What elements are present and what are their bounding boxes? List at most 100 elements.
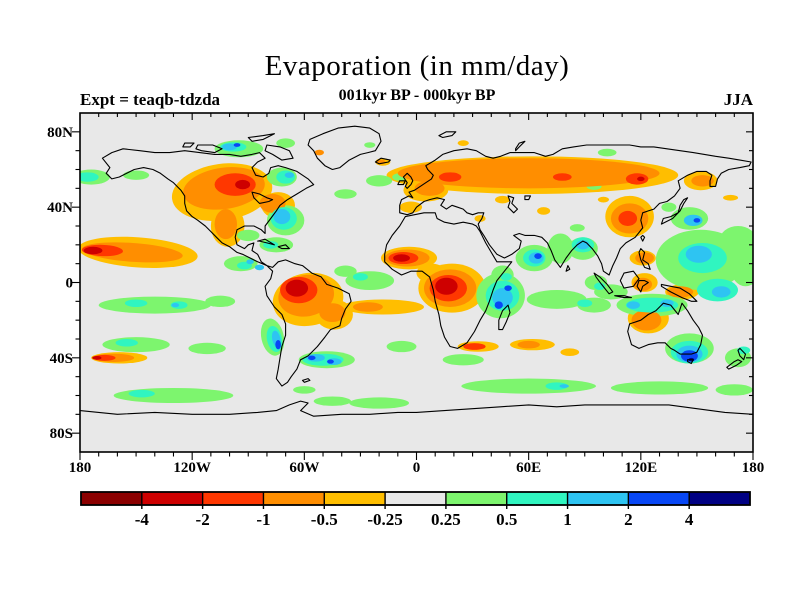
anomaly-region xyxy=(319,303,346,323)
anomaly-region xyxy=(442,354,484,366)
colorbar-tick-label: 0.5 xyxy=(496,510,517,529)
coastline xyxy=(257,238,275,246)
coastline xyxy=(687,359,694,365)
anomaly-region xyxy=(235,179,251,190)
anomaly-region xyxy=(685,245,712,263)
coastline xyxy=(565,265,571,272)
colorbar-outline xyxy=(80,491,751,506)
anomaly-region xyxy=(526,290,587,309)
anomaly-region xyxy=(457,140,469,146)
anomaly-region xyxy=(495,195,510,204)
anomaly-region xyxy=(711,286,731,298)
x-axis-label: 60E xyxy=(516,460,541,476)
anomaly-region xyxy=(594,282,606,291)
anomaly-region xyxy=(537,207,551,215)
coastline xyxy=(438,131,457,139)
y-axis-label: 40S xyxy=(50,351,73,367)
anomaly-region xyxy=(552,173,572,181)
anomaly-region xyxy=(246,259,254,265)
colorbar: -4 -2 -1 -0.5 -0.25 0.25 0.5 1 2 4 xyxy=(80,491,751,529)
colorbar-segment xyxy=(689,492,750,505)
anomaly-region xyxy=(517,340,540,349)
y-axis-label: 0 xyxy=(66,276,74,292)
coastline xyxy=(515,140,526,152)
anomaly-region xyxy=(534,253,542,259)
anomaly-region xyxy=(171,303,180,308)
colorbar-tick-label: -0.25 xyxy=(367,510,402,529)
chart-title: Evaporation (in mm/day) xyxy=(264,50,570,82)
anomaly-region xyxy=(463,343,486,350)
coastline xyxy=(498,304,511,331)
season-label: JJA xyxy=(723,90,753,109)
anomaly-region xyxy=(637,176,645,182)
anomaly-region xyxy=(633,277,653,291)
anomaly-region xyxy=(222,143,238,151)
colorbar-tick-label: 4 xyxy=(685,510,694,529)
colorbar-segment xyxy=(81,492,142,505)
anomaly-region xyxy=(276,138,295,148)
coastline xyxy=(614,295,633,299)
anomaly-region xyxy=(352,302,383,312)
coastline-antarctica xyxy=(80,400,753,417)
anomaly-region xyxy=(683,214,703,227)
anomaly-region xyxy=(188,342,226,355)
colorbar-segment xyxy=(628,492,690,505)
anomaly-region xyxy=(122,170,150,180)
anomaly-region xyxy=(115,339,138,347)
anomaly-region xyxy=(626,301,640,309)
colorbar-segment xyxy=(385,492,446,505)
coastline xyxy=(264,144,294,161)
colorbar-tick-label: -2 xyxy=(196,510,210,529)
anomaly-region xyxy=(597,196,610,203)
anomaly-region xyxy=(435,277,458,295)
colorbar-tick-label: -4 xyxy=(135,510,150,529)
coastline xyxy=(507,195,519,214)
anomaly-region xyxy=(691,175,714,187)
x-axis-label: 60W xyxy=(289,460,319,476)
y-axis-label: 80N xyxy=(47,125,73,141)
colorbar-segment xyxy=(263,492,325,505)
anomaly-region xyxy=(597,148,617,157)
coastline xyxy=(307,125,382,171)
colorbar-tick-label: -0.5 xyxy=(311,510,338,529)
colorbar-segment xyxy=(202,492,264,505)
coastline xyxy=(301,378,311,383)
coastline xyxy=(636,280,649,293)
anomaly-region xyxy=(128,389,155,398)
anomaly-region xyxy=(618,210,638,226)
colorbar-segment xyxy=(445,492,507,505)
anomaly-region xyxy=(393,254,410,262)
coastline xyxy=(660,283,698,302)
anomaly-region xyxy=(285,279,309,297)
axis-ticks xyxy=(72,113,754,460)
coastline xyxy=(402,172,414,189)
anomaly-region xyxy=(625,173,649,185)
coastline xyxy=(726,359,743,370)
anomaly-region xyxy=(545,382,568,390)
colorbar-segment xyxy=(141,492,203,505)
colorbar-tick-label: 0.25 xyxy=(431,510,461,529)
experiment-label: Expt = teaqb-tdzda xyxy=(80,90,221,109)
anomaly-region xyxy=(414,180,445,196)
colorbar-tick-label: 1 xyxy=(563,510,572,529)
coastline xyxy=(619,270,640,289)
anomaly-region xyxy=(719,226,753,257)
anomaly-region xyxy=(397,158,660,189)
anomaly-region xyxy=(314,149,324,156)
anomaly-region xyxy=(237,229,260,242)
coastline xyxy=(640,234,646,242)
coastline xyxy=(737,347,747,361)
anomaly-region xyxy=(352,273,368,281)
anomaly-region xyxy=(313,396,352,406)
anomaly-region xyxy=(386,340,417,353)
colorbar-segment xyxy=(324,492,386,505)
anomaly-region xyxy=(693,218,701,223)
anomaly-region xyxy=(205,295,236,307)
anomaly-region xyxy=(569,224,585,232)
anomaly-region xyxy=(275,339,281,350)
coastline xyxy=(593,272,614,295)
coastline xyxy=(374,157,391,165)
anomaly-region xyxy=(560,348,580,356)
x-axis-label: 180 xyxy=(69,460,92,476)
anomaly-region xyxy=(610,381,709,395)
